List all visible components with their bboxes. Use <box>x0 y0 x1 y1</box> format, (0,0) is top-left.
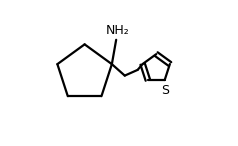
Text: NH₂: NH₂ <box>106 24 129 37</box>
Text: S: S <box>161 84 169 97</box>
